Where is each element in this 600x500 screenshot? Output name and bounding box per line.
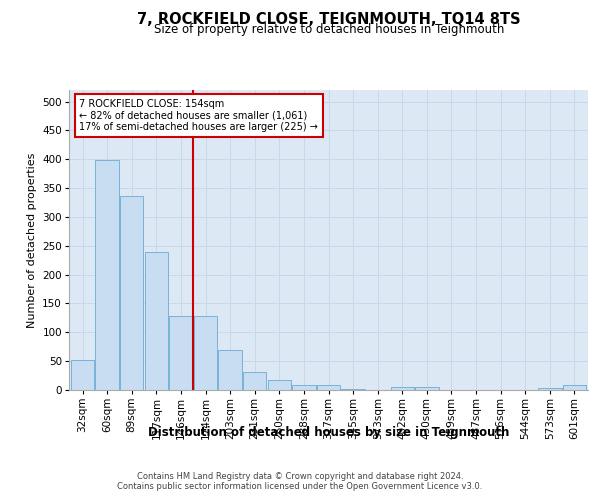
Bar — [292, 386, 316, 390]
Bar — [120, 196, 143, 390]
Bar — [391, 387, 414, 390]
Bar — [145, 252, 168, 390]
Bar — [415, 387, 439, 390]
Bar — [218, 350, 242, 390]
Text: 7, ROCKFIELD CLOSE, TEIGNMOUTH, TQ14 8TS: 7, ROCKFIELD CLOSE, TEIGNMOUTH, TQ14 8TS — [137, 12, 521, 28]
Y-axis label: Number of detached properties: Number of detached properties — [27, 152, 37, 328]
Text: Contains public sector information licensed under the Open Government Licence v3: Contains public sector information licen… — [118, 482, 482, 491]
Bar — [317, 386, 340, 390]
Text: Contains HM Land Registry data © Crown copyright and database right 2024.: Contains HM Land Registry data © Crown c… — [137, 472, 463, 481]
Text: Size of property relative to detached houses in Teignmouth: Size of property relative to detached ho… — [154, 22, 504, 36]
Bar — [563, 386, 586, 390]
Bar — [194, 316, 217, 390]
Bar — [243, 372, 266, 390]
Bar — [268, 380, 291, 390]
Text: Distribution of detached houses by size in Teignmouth: Distribution of detached houses by size … — [148, 426, 509, 439]
Bar — [71, 360, 94, 390]
Bar — [341, 389, 365, 390]
Bar — [169, 316, 193, 390]
Bar — [538, 388, 562, 390]
Bar — [95, 160, 119, 390]
Text: 7 ROCKFIELD CLOSE: 154sqm
← 82% of detached houses are smaller (1,061)
17% of se: 7 ROCKFIELD CLOSE: 154sqm ← 82% of detac… — [79, 99, 318, 132]
